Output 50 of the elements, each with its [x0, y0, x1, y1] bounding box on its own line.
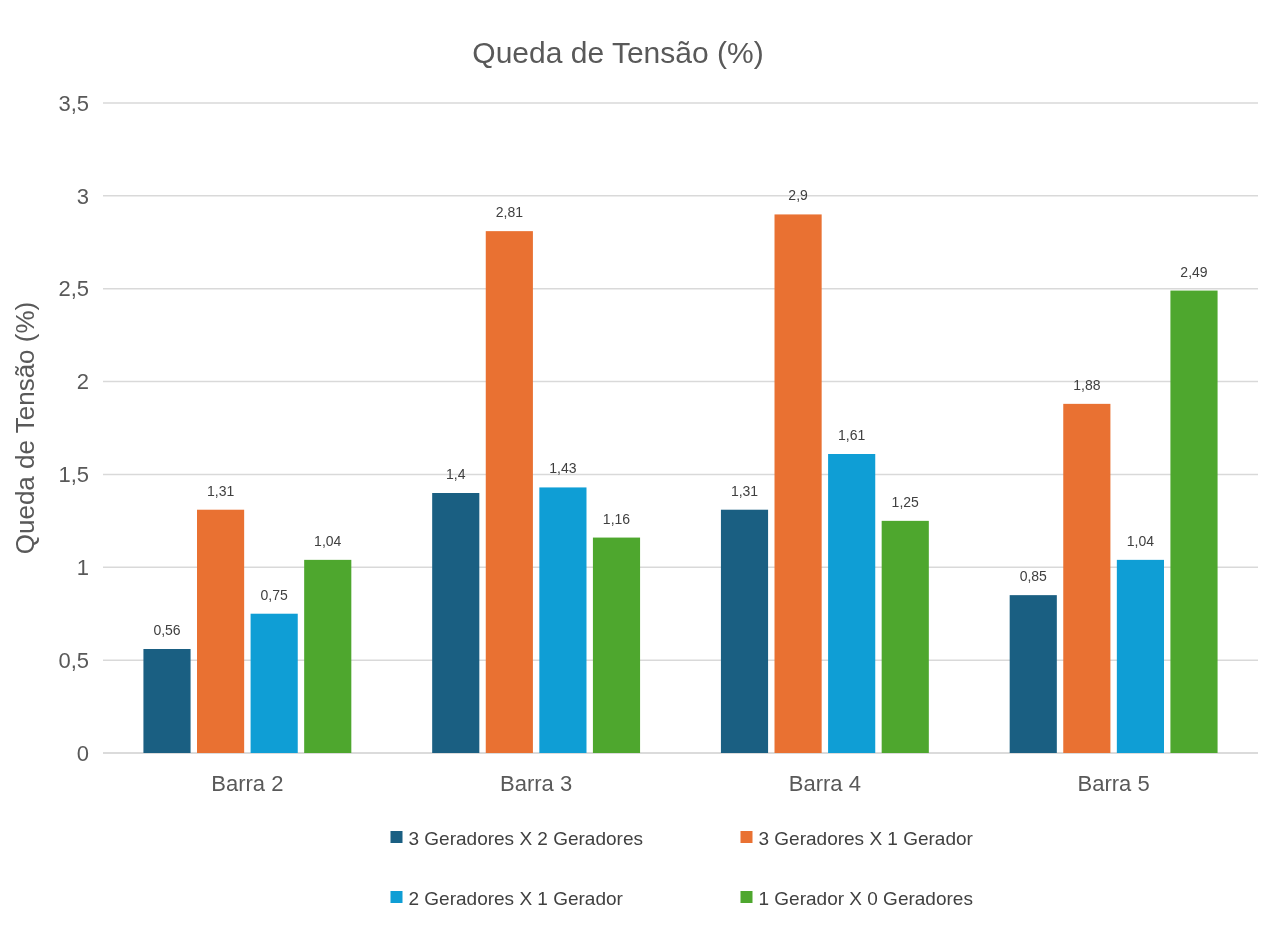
data-label: 0,85	[1019, 568, 1048, 585]
bar	[1009, 595, 1057, 753]
y-tick-label: 0,5	[58, 647, 89, 673]
legend-label: 1 Gerador X 0 Geradores	[758, 887, 973, 909]
data-label: 2,9	[788, 187, 809, 204]
legend-label: 2 Geradores X 1 Gerador	[408, 887, 624, 909]
data-label: 0,56	[153, 622, 181, 638]
data-label: 1,25	[891, 493, 920, 510]
y-tick-label: 2,5	[58, 276, 89, 302]
legend-label: 3 Geradores X 2 Geradores	[408, 827, 643, 849]
data-label: 1,4	[446, 466, 466, 482]
x-tick-label: Barra 3	[500, 771, 573, 796]
bar	[1170, 290, 1218, 753]
bar	[250, 613, 298, 753]
chart-title: Queda de Tensão (%)	[472, 36, 764, 69]
legend-label: 3 Geradores X 1 Gerador	[758, 827, 974, 849]
x-tick-label: Barra 5	[1077, 771, 1150, 796]
y-tick-label: 1	[76, 554, 89, 580]
bar	[197, 509, 245, 753]
bar	[485, 231, 533, 753]
bar	[774, 214, 822, 753]
bar	[143, 649, 191, 753]
data-label: 2,81	[495, 204, 524, 221]
bar	[881, 520, 929, 753]
data-label: 2,49	[1180, 263, 1208, 280]
bar	[828, 454, 876, 753]
bar	[720, 509, 769, 753]
data-label: 1,04	[314, 532, 342, 549]
y-axis-title: Queda de Tensão (%)	[10, 301, 40, 555]
bar	[304, 559, 352, 753]
data-label: 1,88	[1073, 376, 1101, 393]
data-label: 1,16	[602, 510, 631, 527]
bar	[1116, 559, 1164, 753]
data-label: 0,75	[260, 586, 288, 603]
y-tick-label: 3	[76, 183, 89, 209]
y-tick-label: 1,5	[58, 462, 89, 488]
data-label: 1,43	[549, 460, 577, 477]
data-label: 1,31	[730, 482, 759, 499]
x-tick-label: Barra 4	[788, 771, 861, 796]
y-tick-label: 3,5	[58, 90, 89, 116]
bar	[592, 537, 641, 753]
bar	[1063, 403, 1111, 753]
bar	[432, 493, 480, 753]
bar	[539, 487, 587, 753]
data-label: 1,31	[206, 482, 235, 499]
x-tick-label: Barra 2	[211, 771, 284, 796]
data-label: 1,04	[1126, 532, 1155, 549]
y-tick-label: 0	[76, 740, 89, 766]
y-tick-label: 2	[76, 369, 89, 395]
data-label: 1,61	[838, 427, 866, 443]
